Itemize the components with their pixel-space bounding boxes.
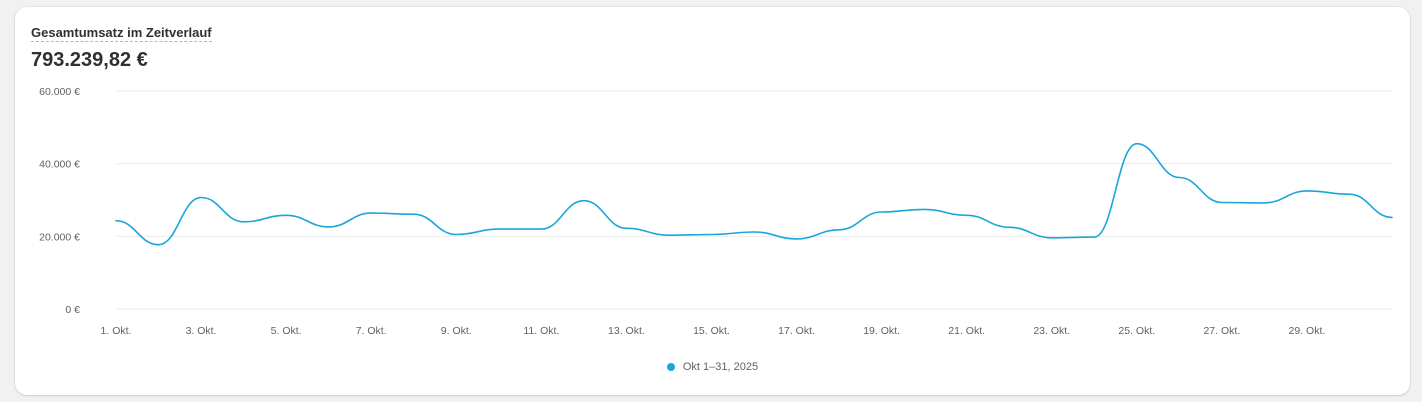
x-tick-label: 7. Okt.	[356, 325, 387, 337]
data-point[interactable]	[666, 232, 672, 238]
y-tick-label: 40.000 €	[39, 159, 80, 171]
data-point[interactable]	[1219, 200, 1225, 206]
x-tick-label: 3. Okt.	[186, 325, 217, 337]
data-point[interactable]	[113, 218, 119, 224]
x-axis-ticks: 1. Okt. 3. Okt. 5. Okt. 7. Okt. 9. Okt. 11. O…	[101, 325, 1326, 337]
sales-over-time-card: Gesamtumsatz im Zeitverlauf 793.239,82 €…	[15, 7, 1410, 395]
data-point[interactable]	[836, 227, 842, 233]
data-point[interactable]	[1304, 188, 1310, 194]
grid-lines	[116, 90, 1392, 310]
x-tick-label: 5. Okt.	[271, 325, 302, 337]
data-point[interactable]	[964, 212, 970, 218]
chart-legend[interactable]: Okt 1–31, 2025	[15, 361, 1410, 373]
x-tick-label: 1. Okt.	[101, 325, 132, 337]
data-point[interactable]	[1176, 175, 1182, 181]
sales-line-chart: 0 € 20.000 € 40.000 € 60.000 € 1. Okt. 3. Ok…	[39, 86, 1395, 337]
x-tick-label: 9. Okt.	[441, 325, 472, 337]
data-point[interactable]	[1091, 234, 1097, 240]
x-tick-label: 21. Okt.	[948, 325, 985, 337]
total-sales-value: 793.239,82 €	[31, 49, 148, 71]
data-point[interactable]	[283, 212, 289, 218]
data-point[interactable]	[241, 219, 247, 225]
x-tick-label: 29. Okt.	[1289, 325, 1326, 337]
data-point[interactable]	[1389, 214, 1395, 220]
data-point[interactable]	[453, 232, 459, 238]
y-axis-ticks: 0 € 20.000 € 40.000 € 60.000 €	[39, 86, 80, 316]
legend-label: Okt 1–31, 2025	[682, 361, 759, 373]
y-tick-label: 0 €	[65, 304, 80, 316]
data-point[interactable]	[1347, 191, 1353, 197]
data-point[interactable]	[1049, 235, 1055, 241]
data-point[interactable]	[411, 211, 417, 217]
data-point[interactable]	[879, 209, 885, 215]
data-point[interactable]	[496, 226, 502, 232]
data-point[interactable]	[1261, 200, 1267, 206]
x-tick-label: 23. Okt.	[1033, 325, 1070, 337]
data-point[interactable]	[198, 195, 204, 201]
data-point[interactable]	[368, 210, 374, 216]
data-point[interactable]	[538, 226, 544, 232]
series-layer	[113, 141, 1395, 248]
data-point[interactable]	[581, 198, 587, 204]
x-tick-label: 15. Okt.	[693, 325, 730, 337]
x-tick-label: 27. Okt.	[1203, 325, 1240, 337]
legend-marker-icon	[666, 363, 675, 371]
data-point[interactable]	[623, 225, 629, 231]
x-tick-label: 25. Okt.	[1118, 325, 1155, 337]
x-tick-label: 11. Okt.	[523, 325, 559, 337]
data-point[interactable]	[709, 232, 715, 238]
data-point[interactable]	[921, 206, 927, 212]
x-tick-label: 13. Okt.	[608, 325, 645, 337]
data-point[interactable]	[751, 229, 757, 235]
y-tick-label: 20.000 €	[39, 231, 80, 243]
data-point[interactable]	[1134, 141, 1140, 147]
card-title[interactable]: Gesamtumsatz im Zeitverlauf	[31, 25, 212, 42]
data-point[interactable]	[156, 242, 162, 248]
data-point[interactable]	[326, 224, 332, 230]
x-tick-label: 19. Okt.	[863, 325, 900, 337]
x-tick-label: 17. Okt.	[778, 325, 815, 337]
data-point[interactable]	[1006, 224, 1012, 230]
y-tick-label: 60.000 €	[39, 86, 80, 98]
series-line[interactable]	[115, 142, 1393, 246]
data-point[interactable]	[794, 236, 800, 242]
